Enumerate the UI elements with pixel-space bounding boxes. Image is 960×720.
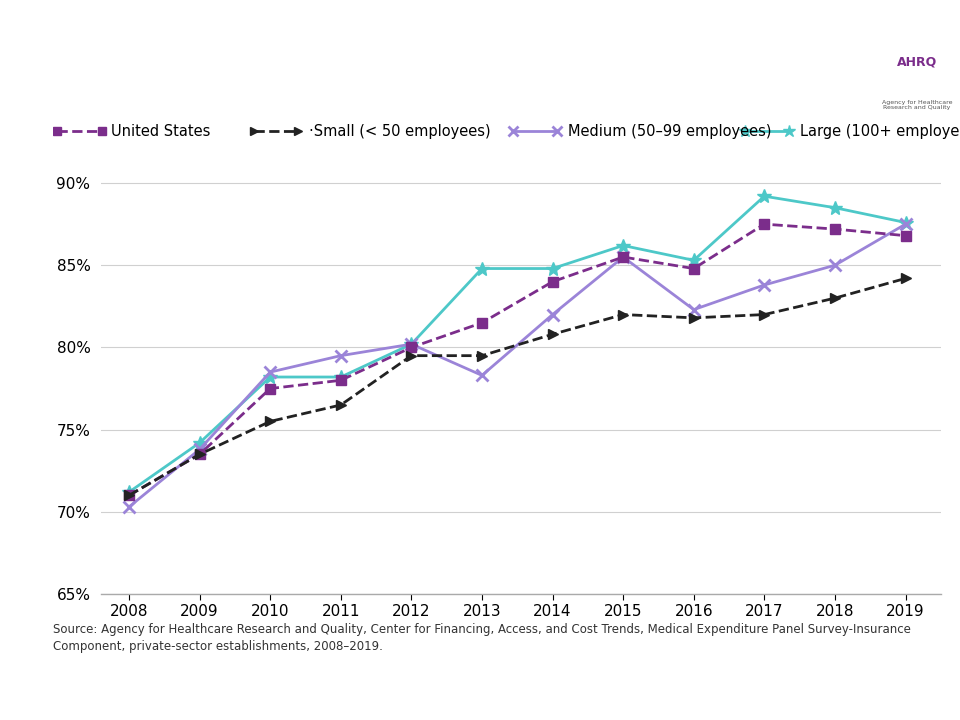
Text: Figure 13. Percentage of private-sector employees enrolled in a health: Figure 13. Percentage of private-sector … [65, 38, 818, 57]
Text: Agency for Healthcare
Research and Quality: Agency for Healthcare Research and Quali… [881, 99, 952, 110]
Small (< 50 employees) [758, 310, 770, 319]
Small (< 50 employees) [264, 417, 276, 426]
United States [758, 220, 770, 228]
United States [476, 318, 488, 327]
Line: United States: United States [124, 220, 910, 500]
Text: insurance plan with a deductible, overall and by firm size, 2008–2019: insurance plan with a deductible, overal… [74, 84, 809, 103]
Text: United States: United States [110, 124, 210, 139]
Large (100+ employees) [758, 192, 770, 201]
Medium (50–99 employees) [335, 351, 347, 360]
Medium (50–99 employees) [617, 253, 629, 261]
Medium (50–99 employees) [688, 305, 700, 314]
Large (100+ employees) [406, 340, 418, 348]
Line: Large (100+ employees): Large (100+ employees) [122, 189, 912, 499]
Text: Medium (50–99 employees): Medium (50–99 employees) [568, 124, 772, 139]
Small (< 50 employees) [123, 491, 134, 500]
Large (100+ employees) [123, 487, 134, 496]
Medium (50–99 employees) [406, 340, 418, 348]
Line: Small (< 50 employees): Small (< 50 employees) [124, 274, 910, 500]
Text: Large (100+ employees): Large (100+ employees) [800, 124, 960, 139]
Small (< 50 employees) [829, 294, 841, 302]
Ellipse shape [864, 0, 960, 288]
Medium (50–99 employees) [758, 281, 770, 289]
United States [335, 376, 347, 384]
Text: AHRQ: AHRQ [897, 55, 937, 68]
Small (< 50 employees) [476, 351, 488, 360]
Small (< 50 employees) [194, 450, 205, 459]
Large (100+ employees) [194, 438, 205, 447]
Large (100+ employees) [335, 373, 347, 382]
United States [194, 450, 205, 459]
Large (100+ employees) [617, 241, 629, 250]
United States [688, 264, 700, 273]
Text: Source: Agency for Healthcare Research and Quality, Center for Financing, Access: Source: Agency for Healthcare Research a… [53, 623, 911, 653]
Medium (50–99 employees) [264, 368, 276, 377]
Medium (50–99 employees) [829, 261, 841, 269]
Small (< 50 employees) [688, 313, 700, 322]
Small (< 50 employees) [335, 400, 347, 409]
United States [123, 491, 134, 500]
Line: Medium (50–99 employees): Medium (50–99 employees) [124, 219, 911, 513]
Large (100+ employees) [688, 256, 700, 265]
Medium (50–99 employees) [900, 220, 911, 228]
Small (< 50 employees) [547, 330, 559, 338]
Large (100+ employees) [264, 373, 276, 382]
United States [547, 277, 559, 286]
United States [829, 225, 841, 233]
Medium (50–99 employees) [476, 371, 488, 379]
Large (100+ employees) [476, 264, 488, 273]
Small (< 50 employees) [900, 274, 911, 283]
Medium (50–99 employees) [123, 503, 134, 511]
Small (< 50 employees) [406, 351, 418, 360]
United States [617, 253, 629, 261]
Large (100+ employees) [547, 264, 559, 273]
Text: ·Small (< 50 employees): ·Small (< 50 employees) [309, 124, 491, 139]
Small (< 50 employees) [617, 310, 629, 319]
United States [406, 343, 418, 352]
United States [900, 231, 911, 240]
Medium (50–99 employees) [194, 445, 205, 454]
Medium (50–99 employees) [547, 310, 559, 319]
Large (100+ employees) [829, 203, 841, 212]
Large (100+ employees) [900, 218, 911, 227]
United States [264, 384, 276, 393]
